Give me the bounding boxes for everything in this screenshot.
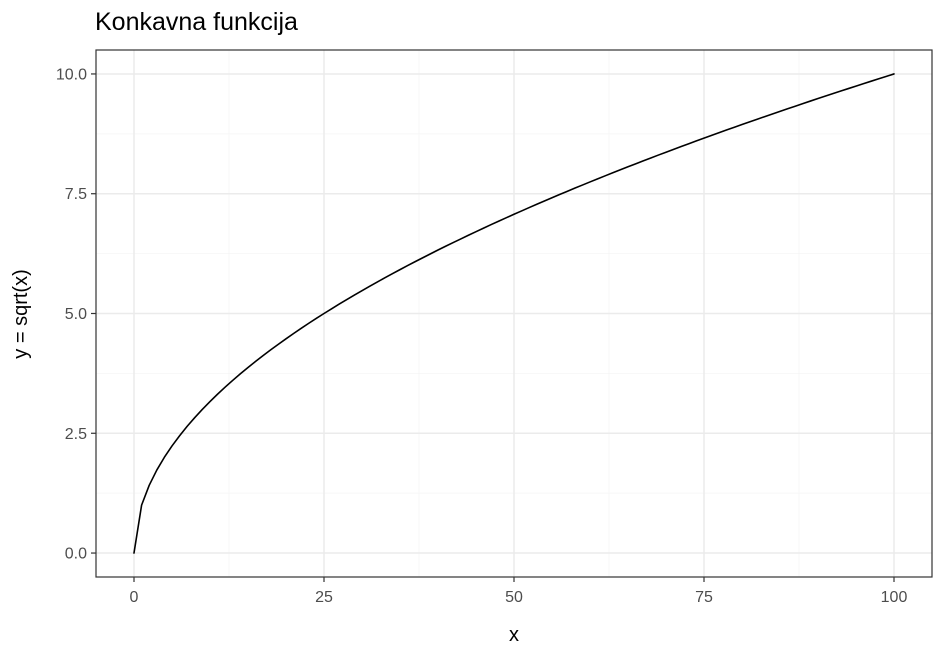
y-tick-label: 10.0	[56, 66, 87, 83]
major-gridlines	[96, 50, 932, 577]
x-axis-ticks: 0 25 50 75 100	[130, 577, 908, 606]
y-tick-label: 0.0	[65, 546, 87, 563]
series-layer	[133, 73, 895, 554]
series-line	[133, 73, 895, 554]
y-tick-label: 5.0	[65, 306, 87, 323]
y-axis-label: y = sqrt(x)	[10, 269, 32, 358]
x-tick-label: 50	[505, 589, 523, 606]
y-tick-label: 7.5	[65, 186, 87, 203]
x-tick-label: 0	[130, 589, 139, 606]
chart-title: Konkavna funkcija	[95, 8, 298, 36]
y-axis-ticks: 0.0 2.5 5.0 7.5 10.0	[56, 66, 96, 563]
x-axis-label: x	[509, 624, 519, 646]
x-tick-label: 25	[315, 589, 333, 606]
y-tick-label: 2.5	[65, 426, 87, 443]
x-tick-label: 75	[695, 589, 713, 606]
x-tick-label: 100	[881, 589, 908, 606]
